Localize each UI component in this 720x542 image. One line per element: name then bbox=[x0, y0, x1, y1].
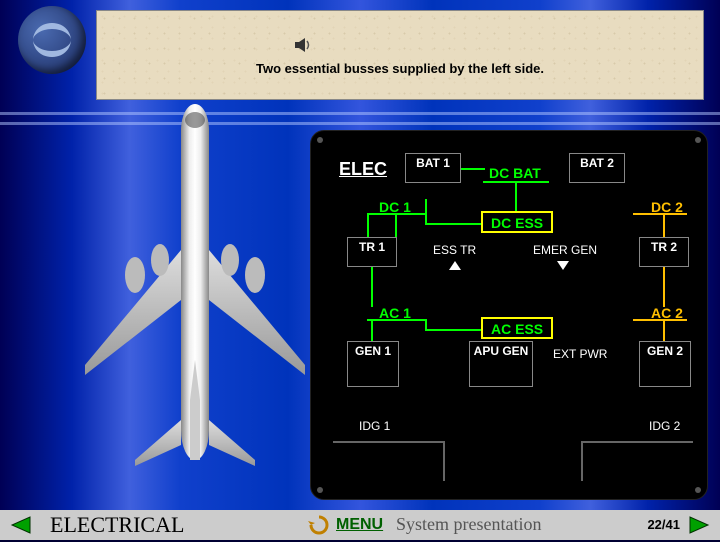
footer-title: ELECTRICAL bbox=[50, 512, 184, 538]
tr1-box: TR 1 bbox=[347, 237, 397, 267]
bat2-box: BAT 2 bbox=[569, 153, 625, 183]
gen2-box: GEN 2 bbox=[639, 341, 691, 387]
aircraft-graphic bbox=[80, 100, 310, 500]
menu-button[interactable]: MENU bbox=[308, 510, 383, 540]
dc-bat-bus: DC BAT bbox=[489, 165, 541, 181]
emer-gen-arrow bbox=[557, 261, 569, 270]
bat1-box: BAT 1 bbox=[405, 153, 461, 183]
dc-ess-highlight bbox=[481, 211, 553, 233]
ess-tr-arrow bbox=[449, 261, 461, 270]
prev-arrow[interactable] bbox=[6, 513, 34, 542]
menu-label: MENU bbox=[336, 516, 383, 534]
emer-gen-label: EMER GEN bbox=[533, 243, 597, 257]
next-arrow[interactable] bbox=[686, 513, 714, 542]
gen1-box: GEN 1 bbox=[347, 341, 399, 387]
idg2-label: IDG 2 bbox=[649, 419, 680, 433]
ecam-display: ELEC BAT 1 BAT 2 DC BAT DC 1 DC 2 DC ESS… bbox=[310, 130, 708, 500]
page-number: 22/41 bbox=[647, 517, 680, 532]
tr2-box: TR 2 bbox=[639, 237, 689, 267]
company-logo bbox=[18, 6, 86, 74]
idg1-label: IDG 1 bbox=[359, 419, 390, 433]
caption-text: Two essential busses supplied by the lef… bbox=[256, 61, 544, 76]
ac-ess-highlight bbox=[481, 317, 553, 339]
ecam-title: ELEC bbox=[339, 159, 387, 180]
ess-tr-label: ESS TR bbox=[433, 243, 476, 257]
caption-box: Two essential busses supplied by the lef… bbox=[96, 10, 704, 100]
ext-pwr-label: EXT PWR bbox=[553, 347, 607, 361]
apu-gen-box: APU GEN bbox=[469, 341, 533, 387]
footer-subtitle: System presentation bbox=[396, 514, 541, 535]
footer-bar: ELECTRICAL MENU System presentation 22/4… bbox=[0, 510, 720, 540]
audio-icon[interactable] bbox=[293, 35, 313, 60]
